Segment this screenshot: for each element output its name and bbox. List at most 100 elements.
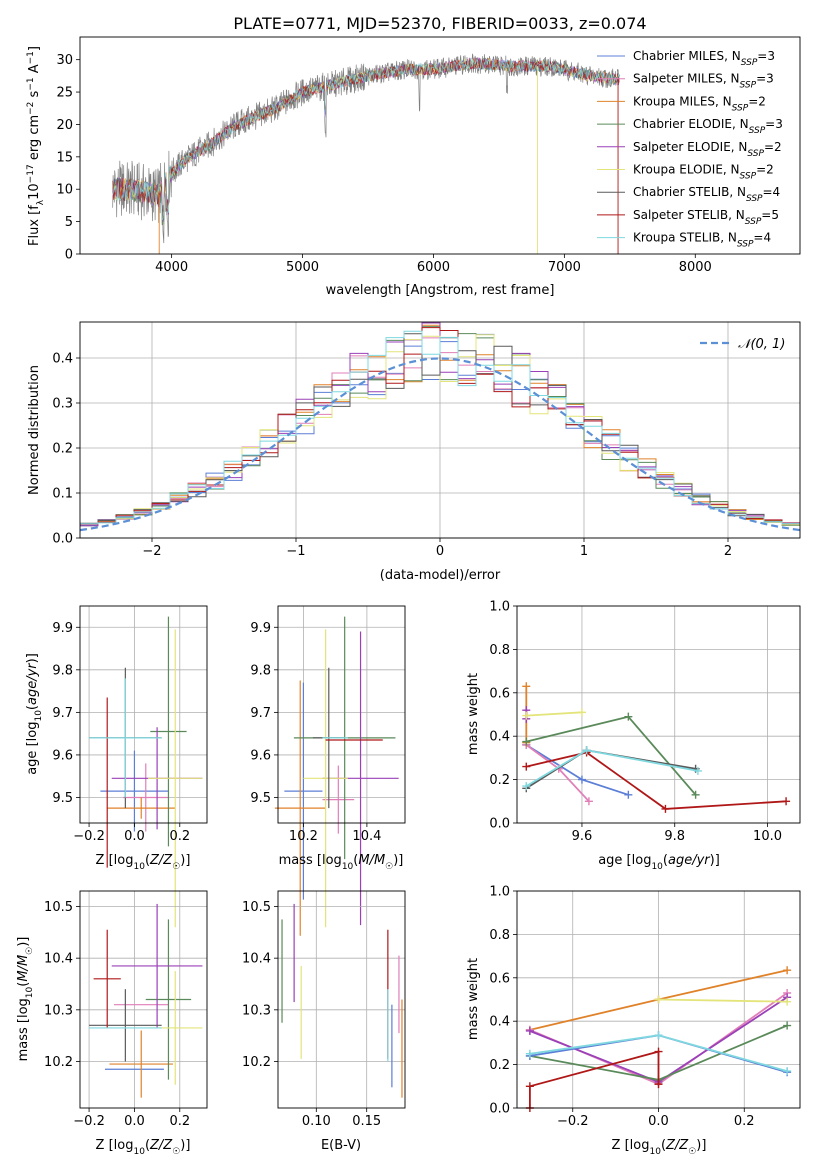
x-tick-label: 10.2 — [289, 829, 318, 844]
y-tick-label: 0.8 — [489, 928, 510, 943]
x-tick-label: 0 — [436, 544, 444, 559]
y-tick-label: 9.9 — [52, 621, 73, 636]
x-axis-label: age [log10(age/yr)] — [598, 853, 720, 872]
x-tick-label: 5000 — [286, 260, 319, 275]
y-tick-label: 9.6 — [250, 748, 271, 763]
y-tick-label: 10.2 — [242, 1055, 271, 1070]
y-tick-label: 10.2 — [44, 1055, 73, 1070]
x-tick-label: 7000 — [548, 260, 581, 275]
legend-label: Kroupa ELODIE, NSSP=2 — [633, 163, 774, 182]
y-axis-label: age [log10(age/yr)] — [25, 653, 44, 775]
x-tick-label: 0.2 — [169, 1114, 190, 1129]
y-tick-label: 9.5 — [52, 791, 73, 806]
model-spectrum — [112, 58, 620, 216]
x-tick-label: 8000 — [679, 260, 712, 275]
y-axis-label: mass weight — [466, 958, 481, 1040]
legend-label: Chabrier ELODIE, NSSP=3 — [633, 117, 783, 136]
y-tick-label: 0.1 — [52, 487, 73, 502]
x-tick-label: 2 — [724, 544, 732, 559]
weight-point — [782, 797, 791, 806]
legend-label: Salpeter STELIB, NSSP=5 — [633, 208, 779, 227]
y-axis-label: mass [log10(M/M☉)] — [16, 937, 35, 1062]
panel-weight-vs-age: 9.6 9.8 10.0 0.0 0.2 0.4 0.6 0.8 1.0 age [log10(a… — [466, 600, 801, 872]
y-tick-label: 9.5 — [250, 791, 271, 806]
weight-point — [783, 1067, 792, 1076]
weight-point — [693, 766, 702, 775]
panel-mass-vs-z: −0.2 0.0 0.2 10.2 10.3 10.4 10.5 Z [log10(Z/Z☉)… — [16, 890, 208, 1157]
weight-point — [582, 746, 591, 755]
y-tick-label: 0.2 — [489, 1058, 510, 1073]
weight-point — [654, 1047, 663, 1056]
weight-point — [691, 790, 700, 799]
legend-label: Kroupa MILES, NSSP=2 — [633, 94, 766, 113]
panel-age-vs-mass: 10.2 10.4 9.5 9.6 9.7 9.8 9.9 mass [log10(M/M☉)… — [250, 605, 406, 936]
axes-frame — [79, 36, 801, 255]
x-tick-label: 9.8 — [664, 829, 685, 844]
weight-line — [526, 715, 697, 796]
y-tick-label: 0.8 — [489, 643, 510, 658]
x-tick-label: 4000 — [155, 260, 188, 275]
model-spectrum — [112, 57, 620, 226]
model-spectrum — [112, 58, 620, 219]
weight-point — [522, 782, 531, 791]
weight-line — [658, 998, 788, 1003]
weight-point — [525, 1026, 534, 1035]
x-tick-label: 1 — [580, 544, 588, 559]
histogram-series — [80, 330, 800, 525]
x-axis-label: Z [log10(Z/Z☉)] — [96, 853, 191, 872]
y-tick-label: 0.2 — [52, 442, 73, 457]
weight-point — [522, 711, 531, 720]
panel-residual-hist: −2 −1 0 1 2 0.0 0.1 0.2 0.3 0.4 (data-model)/error… — [27, 321, 801, 583]
x-axis-label: Z [log10(Z/Z☉)] — [96, 1138, 191, 1157]
x-tick-label: −1 — [286, 544, 305, 559]
weight-point — [525, 1082, 534, 1091]
y-tick-label: 10.3 — [242, 1003, 271, 1018]
gaussian-curve — [79, 357, 801, 532]
y-axis-label: Flux [fλ10−17 erg cm−2 s−1 A−1] — [26, 46, 46, 246]
y-tick-label: 0.6 — [489, 971, 510, 986]
figure-title: PLATE=0771, MJD=52370, FIBERID=0033, z=0… — [233, 14, 646, 33]
y-axis-label: Normed distribution — [27, 365, 42, 495]
axes-frame — [516, 605, 801, 824]
axes-frame — [79, 605, 208, 824]
y-tick-label: 0.4 — [52, 352, 73, 367]
y-tick-label: 10.4 — [242, 952, 271, 967]
weight-point — [577, 775, 586, 784]
y-tick-label: 9.6 — [52, 748, 73, 763]
y-tick-label: 15 — [56, 150, 73, 165]
weight-point — [654, 1080, 663, 1089]
legend-label: Salpeter ELODIE, NSSP=2 — [633, 140, 782, 159]
y-tick-label: 0.0 — [52, 532, 73, 547]
x-tick-label: −0.2 — [557, 1114, 589, 1129]
x-tick-label: 6000 — [417, 260, 450, 275]
y-tick-label: 30 — [56, 53, 73, 68]
x-tick-label: 9.6 — [572, 829, 593, 844]
x-tick-label: 0.2 — [169, 829, 190, 844]
y-tick-label: 0.2 — [489, 773, 510, 788]
y-tick-label: 20 — [56, 118, 73, 133]
x-tick-label: 0.10 — [302, 1114, 331, 1129]
weight-line — [526, 711, 583, 717]
panel-weight-vs-z: −0.2 0.0 0.2 0.0 0.2 0.4 0.6 0.8 1.0 Z [log10(Z/Z… — [466, 885, 801, 1157]
weight-point — [522, 762, 531, 771]
weight-point — [624, 790, 633, 799]
weight-point — [577, 708, 586, 717]
model-spectrum — [112, 57, 620, 222]
y-tick-label: 1.0 — [489, 885, 510, 900]
y-tick-label: 0.0 — [489, 817, 510, 832]
x-tick-label: 0.0 — [124, 829, 145, 844]
x-tick-label: −0.2 — [73, 1114, 105, 1129]
axes-frame — [277, 605, 406, 824]
x-tick-label: −2 — [142, 544, 161, 559]
y-tick-label: 0.4 — [489, 1015, 510, 1030]
weight-point — [654, 995, 663, 1004]
y-tick-label: 9.8 — [52, 663, 73, 678]
panel-spectrum: 4000 5000 6000 7000 8000 0 5 10 15 20 25 30 waveleng… — [26, 36, 801, 298]
x-axis-label: (data-model)/error — [380, 568, 501, 583]
y-tick-label: 0.6 — [489, 686, 510, 701]
legend-label: Kroupa STELIB, NSSP=4 — [633, 231, 771, 250]
x-tick-label: 10.0 — [753, 829, 782, 844]
legend-label: Chabrier MILES, NSSP=3 — [633, 49, 775, 68]
x-tick-label: 0.0 — [648, 1114, 669, 1129]
y-tick-label: 10.3 — [44, 1003, 73, 1018]
